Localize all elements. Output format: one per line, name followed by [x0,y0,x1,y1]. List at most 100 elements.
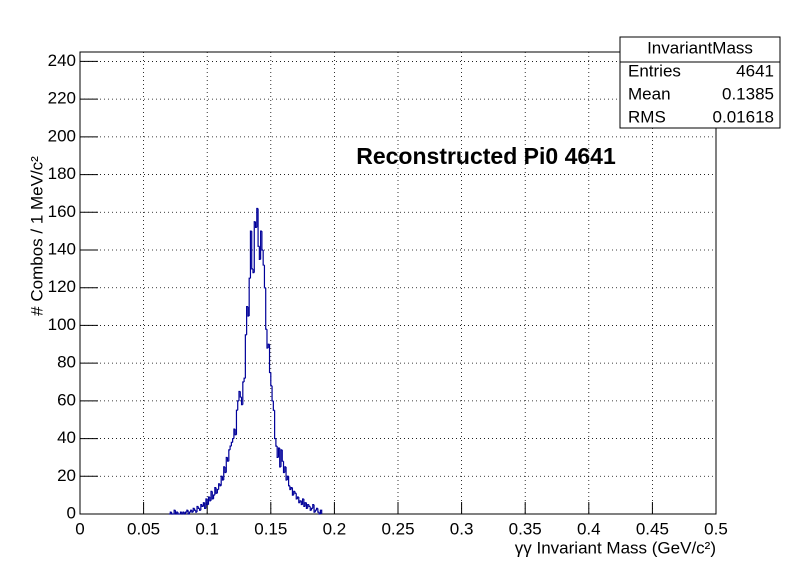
x-tick-label: 0.4 [577,519,601,538]
x-tick-label: 0 [75,519,84,538]
hist-bin [248,277,251,316]
hist-bin [223,466,226,481]
hist-bin [291,487,294,496]
hist-bin [274,410,276,440]
hist-bin [256,207,259,228]
stats-value: 0.1385 [722,84,774,103]
hist-bin [243,377,246,382]
hist-bin [263,265,266,289]
y-tick-label: 40 [57,428,76,447]
stats-key: Entries [628,61,681,80]
hist-bin [242,381,245,405]
hist-bin [179,511,182,514]
hist-bin [312,503,315,509]
hist-bin [170,512,173,515]
y-tick-label: 220 [48,89,76,108]
stats-key: Mean [628,84,671,103]
hist-bin [284,466,287,473]
hist-bin [176,511,178,514]
stats-key: RMS [628,107,666,126]
hist-bin [232,437,234,443]
hist-bin [271,385,274,402]
hist-bin [275,438,278,447]
hist-bin [228,449,231,462]
hist-bin [288,476,290,487]
y-tick-label: 0 [67,503,76,522]
hist-bin [310,507,313,511]
y-tick-label: 100 [48,315,76,334]
hist-bin [307,503,309,509]
hist-bin [308,504,311,508]
hist-bin [237,400,239,411]
hist-bin [239,391,242,398]
hist-bin [198,508,201,511]
hist-bin [193,508,196,511]
y-tick-label: 80 [57,353,76,372]
hist-bin [270,372,273,387]
hist-bin [229,445,232,450]
y-tick-label: 120 [48,277,76,296]
stats-box: InvariantMass Entries 4641 Mean 0.1385 R… [619,36,781,129]
hist-bin [200,503,203,511]
y-tick-label: 140 [48,239,76,258]
hist-bin [317,508,320,513]
hist-bin [289,485,292,491]
hist-bin [235,409,238,435]
hist-bin [251,231,253,270]
y-tick-label: 200 [48,126,76,145]
hist-bin [210,490,213,501]
y-axis-label: # Combos / 1 MeV/c² [27,156,46,316]
hist-bin [294,491,297,494]
hist-bin [268,344,271,374]
stats-title: InvariantMass [647,38,753,57]
hist-bin [196,505,199,513]
hist-bin [258,246,261,261]
x-tick-label: 0.3 [450,519,474,538]
hist-bin [261,231,264,251]
hist-bin [257,208,260,247]
hist-bin [272,400,275,411]
hist-bin [252,268,255,274]
x-tick-label: 0.25 [381,519,414,538]
x-tick-label: 0.5 [704,519,728,538]
hist-bin [169,511,172,514]
hist-bin [302,498,304,505]
hist-bin [305,502,308,509]
hist-bin [197,506,200,509]
y-tick-label: 60 [57,390,76,409]
hist-bin [298,497,301,504]
hist-bin [265,287,267,330]
stats-frame [619,36,781,129]
x-tick-label: 0.2 [323,519,347,538]
hist-bin [314,509,317,513]
y-tick-label: 180 [48,164,76,183]
hist-bin [216,488,219,494]
x-tick-label: 0.05 [127,519,160,538]
hist-bin [293,490,295,496]
x-tick-label: 0.45 [636,519,669,538]
hist-bin [244,334,247,379]
hist-bin [182,511,185,514]
x-tick-label: 0.1 [195,519,219,538]
hist-bin [319,509,323,514]
hist-bin [240,397,243,406]
x-axis-label: γγ Invariant Mass (GeV/c²) [515,538,716,557]
chart-title: Reconstructed Pi0 4641 [356,143,616,169]
hist-bin [204,502,206,509]
hist-bin [276,446,279,459]
hist-bin [177,512,180,515]
hist-bin [230,441,233,447]
hist-bin [212,494,215,499]
y-tick-label: 160 [48,202,76,221]
y-tick-label: 20 [57,466,76,485]
hist-bin [253,221,256,273]
hist-bin [262,250,265,266]
x-tick-label: 0.15 [254,519,287,538]
hist-bin [281,449,284,462]
hist-bin [309,506,312,511]
x-tick-label: 0.35 [509,519,542,538]
y-tick-label: 240 [48,51,76,70]
hist-bin [205,498,208,509]
stats-value: 0.01618 [713,107,774,126]
